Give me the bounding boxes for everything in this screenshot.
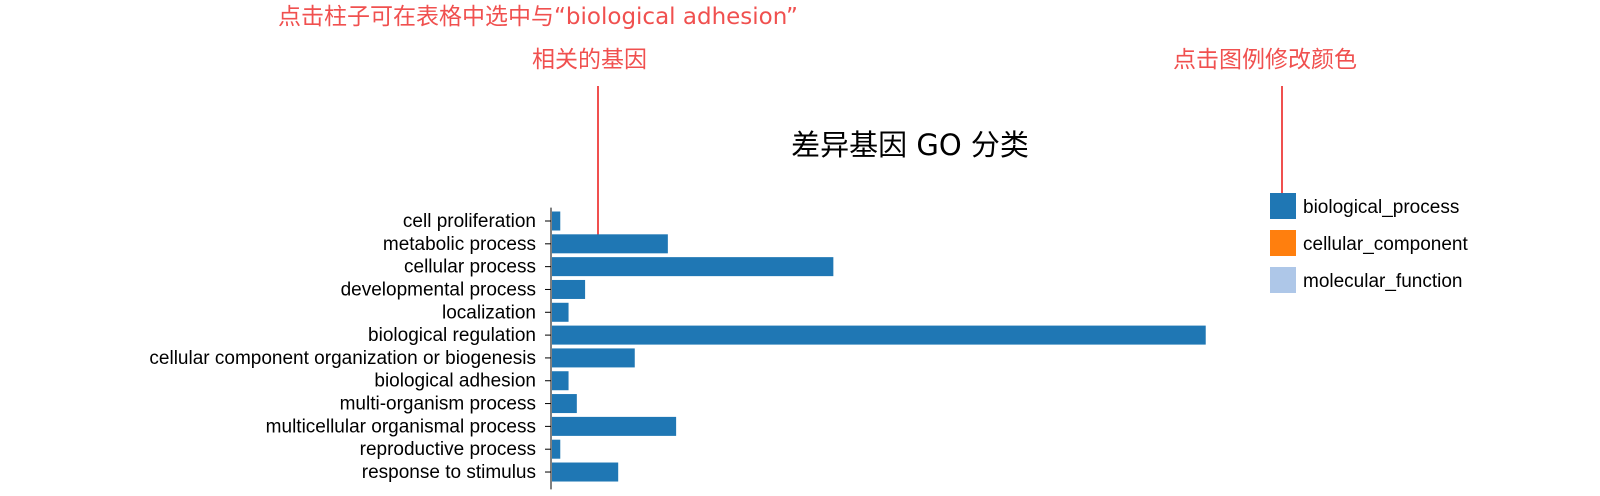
bar-multi-organism-process[interactable] — [552, 394, 577, 414]
legend-swatch[interactable] — [1270, 230, 1296, 256]
legend-swatch[interactable] — [1270, 193, 1296, 219]
legend-hint-pointer-line — [1281, 86, 1283, 205]
y-tick-label: cellular component organization or bioge… — [149, 348, 536, 369]
bar-response-to-stimulus[interactable] — [552, 462, 619, 482]
bars — [552, 211, 1206, 482]
legend-label[interactable]: biological_process — [1303, 197, 1459, 218]
y-tick-label: metabolic process — [383, 234, 536, 255]
y-tick-label: cellular process — [404, 257, 536, 278]
legend-item-cellular_component[interactable]: cellular_component — [1270, 230, 1468, 256]
bar-cell-proliferation[interactable] — [552, 211, 561, 231]
bar-biological-regulation[interactable] — [552, 325, 1206, 345]
bar-multicellular-organismal-process[interactable] — [552, 416, 677, 436]
y-tick-label: biological regulation — [368, 325, 536, 346]
legend-swatch[interactable] — [1270, 267, 1296, 293]
legend-item-biological_process[interactable]: biological_process — [1270, 193, 1459, 219]
chart-title: 差异基因 GO 分类 — [791, 128, 1029, 162]
y-tick-label: developmental process — [341, 279, 536, 300]
bar-metabolic-process[interactable] — [552, 234, 668, 254]
bar-click-hint-line2: 相关的基因 — [532, 47, 647, 73]
legend: biological_process cellular_componentmole… — [1270, 193, 1468, 293]
bar-reproductive-process[interactable] — [552, 439, 561, 459]
legend-label[interactable]: molecular_function — [1303, 271, 1462, 292]
bar-localization[interactable] — [552, 302, 569, 322]
bar-cellular-component-organization-or-biogenesis[interactable] — [552, 348, 635, 368]
bar-biological-adhesion[interactable] — [552, 371, 569, 391]
legend-label[interactable]: cellular_component — [1303, 234, 1468, 255]
legend-click-hint: 点击图例修改颜色 — [1173, 47, 1357, 73]
y-tick-label: multi-organism process — [340, 394, 536, 415]
bar-developmental-process[interactable] — [552, 279, 586, 299]
legend-item-molecular_function[interactable]: molecular_function — [1270, 267, 1462, 293]
bar-click-hint-line1: 点击柱子可在表格中选中与“biological adhesion” — [278, 4, 798, 30]
y-tick-label: biological adhesion — [374, 371, 536, 392]
bar-hint-pointer-line — [597, 86, 599, 242]
y-tick-label: multicellular organismal process — [266, 416, 536, 437]
y-tick-label: reproductive process — [360, 439, 536, 460]
y-tick-label: response to stimulus — [362, 462, 536, 483]
y-tick-label: localization — [442, 302, 536, 323]
y-tick-label: cell proliferation — [403, 211, 536, 232]
bar-cellular-process[interactable] — [552, 257, 834, 277]
